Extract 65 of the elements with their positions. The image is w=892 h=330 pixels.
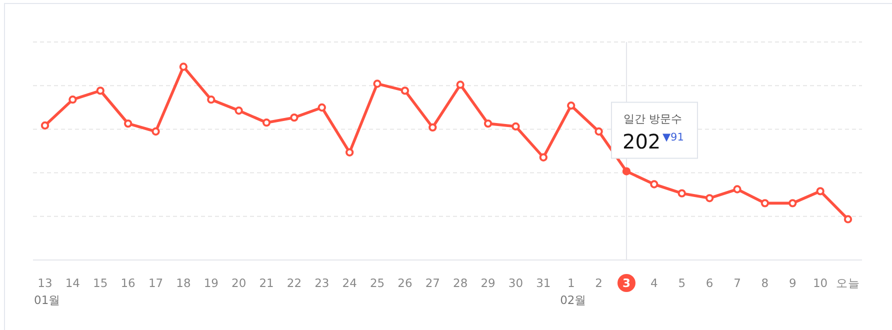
point [400,86,410,95]
point [179,62,188,71]
x-tick-label: 19 [204,276,218,290]
x-tick-label: 13 [38,276,52,290]
point [262,118,271,127]
point [484,119,492,128]
point [594,127,603,136]
x-tick-label: 10 [812,276,828,290]
x-tick-label: 15 [93,276,108,290]
point [456,80,464,89]
point [539,153,548,162]
x-tick-label: 오늘 [836,276,860,290]
point [788,199,797,208]
point [207,96,216,104]
x-tick-label: 29 [480,276,496,290]
point [567,102,576,110]
x-tick-label: 1 [567,276,575,290]
x-tick-label: 20 [232,276,246,290]
point [373,80,382,88]
x-tick-label: 24 [342,276,357,290]
point [234,106,243,115]
annotation: 202 [622,129,661,154]
text: 01월 [34,293,61,307]
x-tick-label: 30 [508,276,524,290]
point [345,148,354,156]
point [152,127,160,136]
point [290,113,298,122]
point [318,103,326,112]
point [705,194,714,202]
x-tick-label: 16 [120,276,136,290]
x-tick-label: 23 [314,276,330,290]
point [96,86,104,95]
x-tick-label: 22 [286,276,302,290]
point [622,167,631,176]
point [428,123,437,132]
annotation: ▼91 [662,131,684,144]
x-tick-label: 7 [734,276,741,290]
point [816,187,824,196]
x-tick-label: 8 [761,276,769,290]
x-tick-label: 21 [259,276,274,290]
x-tick-label: 5 [678,276,686,290]
point [760,199,770,208]
x-tick-label: 17 [148,276,164,290]
text: 02월 [560,293,587,307]
annotation: 일간 방문수 [623,112,682,126]
point [678,189,686,198]
x-tick-label: 3 [622,276,630,290]
x-tick-label: 27 [425,276,440,290]
point [68,96,77,104]
x-tick-label: 28 [453,276,468,290]
x-tick-label: 2 [595,276,602,290]
point [733,185,742,194]
x-tick-label: 6 [706,276,714,290]
point [512,122,520,131]
x-tick-label: 18 [176,276,191,290]
x-tick-label: 26 [398,276,412,290]
point [124,119,132,128]
x-tick-label: 31 [536,276,551,290]
x-tick-label: 4 [650,276,658,290]
x-tick-label: 25 [370,276,385,290]
point [650,180,658,188]
point [40,121,50,130]
x-tick-label: 9 [788,276,796,290]
x-tick-label: 14 [65,276,80,290]
point [844,215,852,224]
